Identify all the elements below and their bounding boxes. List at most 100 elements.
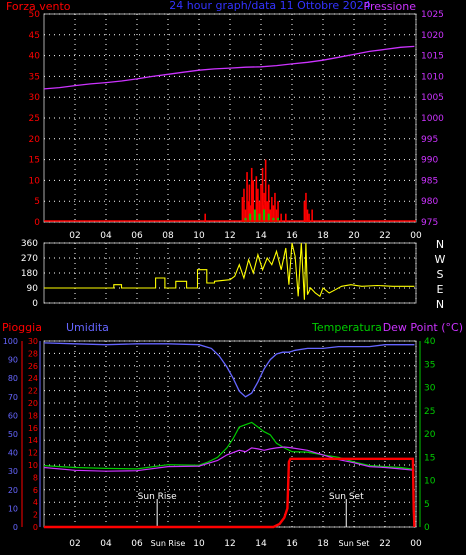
wind-bar <box>266 201 268 222</box>
wind-base-bars <box>244 209 280 222</box>
wind-bar <box>275 209 278 222</box>
x-tick-label: 02 <box>69 231 80 241</box>
compass-label: N <box>436 298 444 311</box>
humidity-tick-labels: 0 10 20 30 40 50 60 70 80 90 100 <box>3 337 18 532</box>
wind-bar <box>204 213 206 222</box>
rain-tick-label: 26 <box>28 362 38 371</box>
rain-tick-label: 2 <box>33 511 38 520</box>
humidity-tick-label: 30 <box>8 467 18 476</box>
rain-tick-label: 4 <box>33 498 38 507</box>
direction-tick-label: 0 <box>32 299 38 309</box>
x-tick-label: 12 <box>224 231 235 241</box>
wind-tick-label: 30 <box>29 93 41 103</box>
wind-bar <box>260 184 262 222</box>
wind-bar <box>258 201 261 222</box>
humidity-tick-label: 40 <box>8 449 18 458</box>
wind-base-bar <box>244 217 247 222</box>
x-tick-label: Sun Set <box>339 539 370 548</box>
humidity-tick-label: 0 <box>13 523 18 532</box>
rain-tick-label: 20 <box>28 399 38 408</box>
direction-tick-label: 90 <box>27 284 39 294</box>
wind-tick-label: 20 <box>29 135 41 145</box>
wind-bar <box>277 201 279 222</box>
rain-tick-label: 12 <box>28 449 38 458</box>
humidity-tick-label: 20 <box>8 486 18 495</box>
compass-label: N <box>436 238 444 251</box>
wind-bar <box>243 188 245 222</box>
pressure-tick-label: 1005 <box>421 93 444 103</box>
compass-label: E <box>437 283 444 296</box>
wind-bar <box>280 213 282 222</box>
wind-bar <box>274 192 276 222</box>
temperature-tick-label: 15 <box>424 453 435 463</box>
dew-point-axis-label: Dew Point (°C) <box>383 321 463 334</box>
x-tick-label: Sun Rise <box>151 539 186 548</box>
wind-base-bar <box>277 217 280 222</box>
x-tick-label: 22 <box>379 231 390 241</box>
wind-base-bar <box>272 217 275 222</box>
pressure-tick-label: 1025 <box>421 10 444 20</box>
wind-bar <box>308 213 310 222</box>
humidity-tick-label: 50 <box>8 430 18 439</box>
wind-base-bar <box>249 213 252 222</box>
wind-tick-label: 0 <box>34 218 40 228</box>
wind-bar <box>269 209 272 222</box>
pressure-tick-label: 990 <box>421 156 438 166</box>
wind-bar <box>303 201 306 222</box>
x-tick-label: 04 <box>100 231 112 241</box>
rain-tick-label: 14 <box>28 436 38 445</box>
wind-bars <box>204 159 313 222</box>
pressure-tick-label: 980 <box>421 197 438 207</box>
wind-base-bar <box>263 209 266 222</box>
temperature-tick-label: 30 <box>424 384 436 394</box>
wind-tick-label: 50 <box>29 10 41 20</box>
humidity-tick-label: 10 <box>8 504 18 513</box>
temperature-tick-labels: 0 5 10 15 20 25 30 35 40 <box>424 337 436 533</box>
rain-tick-label: 6 <box>33 486 38 495</box>
annotations: Sun Rise Sun Set <box>138 492 364 527</box>
wind-tick-label: 35 <box>29 72 40 82</box>
annotation-label: Sun Set <box>329 492 364 502</box>
x-tick-label: 18 <box>317 539 329 549</box>
pressure-line <box>43 45 415 90</box>
wind-bar <box>306 209 309 222</box>
humidity-tick-label: 90 <box>8 356 18 365</box>
wind-bar <box>263 192 265 222</box>
wind-pressure-panel: 24 hour graph/data 11 Ottobre 2024 Forza… <box>6 0 444 241</box>
compass-label: S <box>437 268 444 281</box>
wind-bar <box>271 197 273 222</box>
x-tick-label: 20 <box>348 231 360 241</box>
temperature-tick-label: 5 <box>424 500 430 510</box>
x-tick-label: 16 <box>286 231 298 241</box>
rain-tick-label: 18 <box>28 411 38 420</box>
x-tick-labels: 02 04 06 08 10 12 14 16 18 20 22 00 <box>69 231 422 241</box>
pressure-tick-label: 975 <box>421 218 438 228</box>
x-tick-label: 14 <box>255 231 267 241</box>
wind-base-bar <box>258 213 261 222</box>
direction-tick-label: 360 <box>21 239 38 249</box>
pressure-tick-labels: 975 980 985 990 995 1000 1005 1010 1015 1020 1025 <box>421 10 444 228</box>
chart-title: 24 hour graph/data 11 Ottobre 2024 <box>169 0 370 12</box>
wind-tick-labels: 0 5 10 15 20 25 30 35 40 45 50 <box>29 10 41 228</box>
temperature-tick-label: 0 <box>424 523 430 533</box>
humidity-tick-label: 80 <box>8 374 18 383</box>
wind-bar <box>264 159 267 222</box>
wind-tick-label: 5 <box>34 197 40 207</box>
pressure-tick-label: 995 <box>421 135 438 145</box>
wind-bar <box>285 213 287 222</box>
grid <box>44 13 417 223</box>
rain-tick-label: 10 <box>28 461 38 470</box>
rain-tick-label: 0 <box>33 523 38 532</box>
wind-tick-label: 25 <box>29 114 40 124</box>
pressure-axis-label: Pressione <box>364 0 417 13</box>
wind-bar <box>305 192 307 222</box>
direction-tick-labels: 0 90 180 270 360 <box>21 239 38 309</box>
series-lines <box>43 45 416 222</box>
x-tick-label: 18 <box>317 231 329 241</box>
x-tick-label: 12 <box>224 539 235 549</box>
wind-tick-label: 45 <box>29 31 40 41</box>
